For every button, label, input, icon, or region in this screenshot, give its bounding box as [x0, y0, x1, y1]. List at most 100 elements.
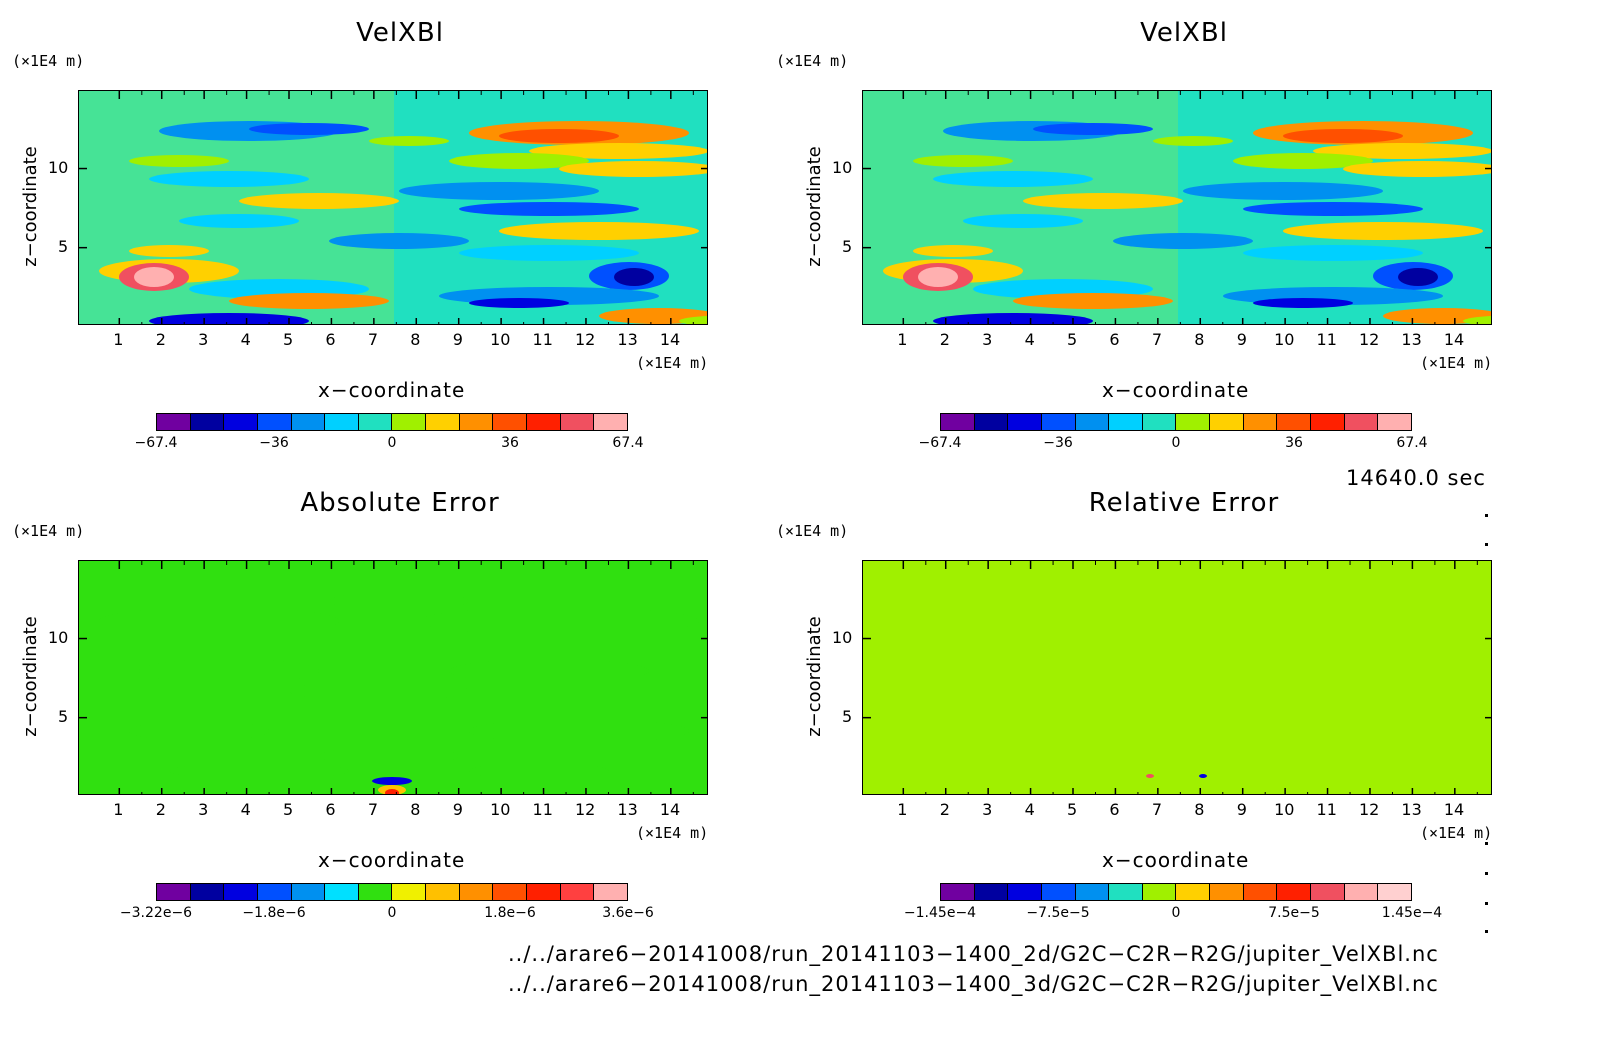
file-name-1: ../../arare6−20141008/run_20141103−1400_… [508, 942, 1439, 966]
contour-region [1183, 182, 1383, 200]
marker-dot [1485, 842, 1488, 845]
colorbar-label: 0 [1171, 435, 1181, 451]
colorbar-segment [1176, 414, 1211, 430]
x-tick-label: 13 [617, 330, 638, 349]
colorbar-segment [426, 414, 460, 430]
colorbar-label: 67.4 [1396, 435, 1428, 451]
y-tick-label: 5 [842, 236, 853, 256]
y-unit-label: (×1E4 m) [776, 52, 849, 70]
colorbar-segment [493, 884, 528, 900]
contour-region [913, 245, 993, 257]
contour-region [149, 313, 309, 324]
x-tick-label: 6 [325, 330, 336, 349]
colorbar-segment [941, 414, 975, 430]
contour-region [469, 763, 609, 779]
colorbar-label: 0 [387, 435, 397, 451]
colorbar-segment [1210, 884, 1244, 900]
x-tick-label: 8 [1194, 330, 1205, 349]
colorbar-segment [1243, 414, 1278, 430]
colorbar-segment [527, 884, 561, 900]
x-tick-label: 14 [1443, 330, 1465, 349]
contour-region [614, 268, 654, 286]
y-axis-label: z−coordinate [803, 146, 825, 267]
contour-region [1199, 774, 1207, 778]
y-unit-label: (×1E4 m) [12, 522, 85, 540]
panel-title: Relative Error [1088, 488, 1280, 518]
contour-region [1398, 268, 1438, 286]
x-tick-label: 2 [155, 330, 166, 349]
colorbar-label: 67.4 [612, 435, 644, 451]
contour-region [1233, 153, 1373, 169]
contour-region [499, 129, 619, 143]
contour-region [1283, 129, 1403, 143]
x-axis-label: x−coordinate [1102, 848, 1250, 872]
contour-region [1113, 644, 1253, 658]
y-tick-label: 10 [48, 157, 69, 177]
contour-region [933, 171, 1093, 187]
x-tick-label: 3 [982, 330, 993, 349]
contour-region [1153, 136, 1233, 146]
marker-dot [1485, 902, 1488, 905]
colorbar-label: −1.45e−4 [903, 905, 977, 921]
colorbar-segment [493, 414, 528, 430]
x-tick-label: 4 [1024, 800, 1035, 819]
colorbar-segment [560, 414, 595, 430]
colorbar-segment [190, 884, 225, 900]
contour-region [372, 777, 412, 785]
y-tick-label: 10 [832, 627, 853, 647]
x-tick-label: 14 [659, 800, 681, 819]
x-tick-label: 8 [410, 330, 421, 349]
contour-field [79, 91, 707, 324]
contour-region [679, 315, 707, 324]
contour-region [1283, 222, 1483, 240]
colorbar-segment [1277, 414, 1312, 430]
contour-region [529, 143, 707, 159]
contour-region [129, 721, 269, 741]
colorbar-segment [459, 884, 494, 900]
x-tick-label: 6 [325, 800, 336, 819]
x-tick-label: 3 [982, 800, 993, 819]
colorbar-segment [392, 884, 427, 900]
y-unit-label: (×1E4 m) [12, 52, 85, 70]
contour-region [873, 685, 973, 697]
contour-region [933, 745, 1093, 757]
y-axis-label: z−coordinate [803, 616, 825, 737]
contour-region [149, 171, 309, 187]
contour-region [1146, 774, 1154, 778]
panel-velxbl-2d: VelXBl (×1E4 m) z−coordinate 1 2 3 4 5 6 7 8 9 10… [0, 0, 780, 470]
colorbar-segment [1176, 884, 1211, 900]
x-tick-label: 13 [1401, 330, 1422, 349]
contour-region [1243, 202, 1423, 216]
x-tick-label: 3 [198, 330, 209, 349]
x-tick-label: 1 [897, 330, 908, 349]
y-axis-label: z−coordinate [19, 616, 41, 737]
contour-region [129, 245, 209, 257]
x-tick-label: 12 [1358, 800, 1380, 819]
y-tick-label: 5 [58, 236, 69, 256]
x-tick-label: 5 [283, 800, 294, 819]
contour-region [1253, 298, 1353, 308]
colorbar-segment [291, 414, 326, 430]
colorbar-segment [257, 884, 292, 900]
plot-area [78, 560, 708, 795]
x-axis-label: x−coordinate [318, 378, 466, 402]
x-tick-label: 5 [1067, 800, 1078, 819]
colorbar [156, 883, 628, 901]
colorbar-segment [459, 414, 494, 430]
colorbar-segment [560, 884, 595, 900]
y-tick-label: 5 [842, 706, 853, 726]
panel-velxbl-3d: VelXBl (×1E4 m) z−coordinate 1 2 3 4 5 6 7 8 9 10… [776, 0, 1564, 470]
x-unit-label: (×1E4 m) [1420, 354, 1493, 372]
file-name-2: ../../arare6−20141008/run_20141103−1400_… [508, 972, 1439, 996]
colorbar-label: −7.5e−5 [1026, 905, 1090, 921]
colorbar-segment [291, 884, 326, 900]
x-tick-label: 4 [240, 330, 251, 349]
field-top-band [79, 561, 707, 589]
contour-region [1013, 293, 1173, 309]
colorbar-label: −36 [1043, 435, 1073, 451]
colorbar-segment [190, 414, 225, 430]
x-tick-label: 7 [1151, 330, 1163, 349]
contour-region [918, 267, 958, 287]
x-tick-label: 5 [1067, 330, 1078, 349]
